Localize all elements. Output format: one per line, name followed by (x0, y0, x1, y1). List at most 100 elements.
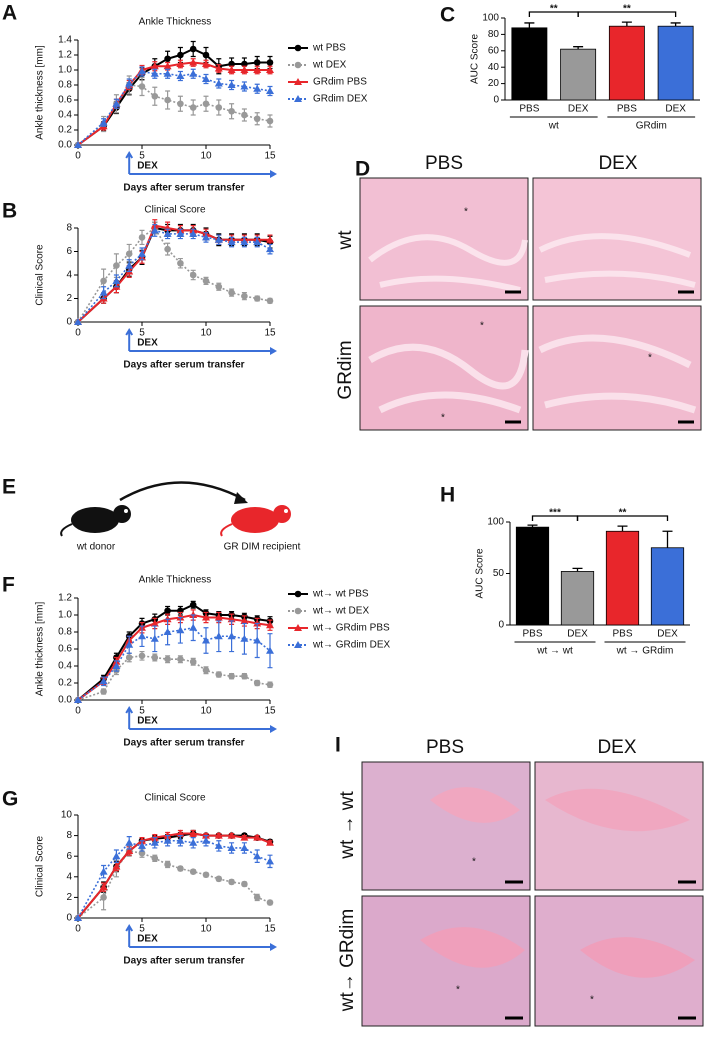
y-tick-label: 40 (488, 62, 500, 73)
series-line (77, 832, 271, 919)
y-tick-label: 0.0 (58, 695, 72, 706)
tissue-texture (368, 233, 696, 293)
bar (605, 530, 640, 626)
dex-arrow (125, 706, 270, 730)
panel-label: H (440, 484, 455, 507)
dex-label: DEX (137, 716, 158, 727)
y-tick-label: 1.2 (58, 593, 72, 604)
y-axis-label: AUC Score (475, 548, 486, 598)
panel-label: F (2, 574, 15, 597)
significance-label: ** (619, 508, 627, 519)
marker (150, 226, 159, 234)
transfer-arrow (119, 481, 246, 502)
x-tick-label: 5 (139, 151, 145, 162)
dex-arrow-head (270, 943, 277, 951)
marker (253, 295, 261, 302)
y-tick-label: 0 (66, 913, 72, 924)
row-label: GRdim (335, 340, 356, 399)
y-tick-label: 50 (493, 568, 505, 579)
marker (164, 861, 171, 868)
marker (74, 914, 82, 921)
asterisk: * (648, 353, 652, 364)
dex-label: DEX (137, 161, 158, 172)
y-tick-label: 0.2 (58, 678, 72, 689)
dex-arrow-head (270, 347, 277, 355)
marker (215, 283, 223, 291)
marker (100, 894, 107, 901)
marker (266, 621, 274, 629)
x-tick-label: 5 (139, 924, 145, 935)
marker (202, 613, 210, 621)
marker (150, 838, 159, 846)
marker (253, 852, 262, 860)
x-tick-label: 0 (75, 151, 81, 162)
dex-arrow (125, 151, 270, 175)
marker (150, 62, 159, 70)
marker (253, 636, 262, 644)
error-bar (573, 46, 584, 50)
y-tick-label: 60 (488, 45, 500, 56)
group-label: wt → wt (536, 646, 573, 657)
marker (138, 841, 146, 849)
marker (138, 83, 146, 90)
marker (241, 292, 248, 300)
marker (112, 276, 121, 284)
y-axis-label: Clinical Score (35, 835, 46, 897)
panel-label: G (2, 788, 18, 811)
histology-d: PBS DEX wt GRdim * * * * (335, 153, 702, 431)
marker (240, 634, 249, 642)
marker (202, 666, 210, 674)
marker (227, 843, 236, 851)
marker (214, 632, 223, 640)
y-tick-label: 10 (61, 810, 73, 821)
marker (202, 51, 210, 59)
column-label: DEX (597, 737, 636, 758)
dex-label: DEX (137, 338, 158, 349)
group-label: wt (548, 121, 559, 132)
y-tick-label: 8 (66, 223, 72, 234)
marker (294, 624, 302, 631)
x-tick-label: 15 (264, 924, 276, 935)
marker (202, 277, 210, 285)
marker (99, 677, 108, 685)
marker (266, 66, 274, 73)
x-tick-label: PBS (617, 104, 637, 115)
marker (138, 652, 146, 660)
marker (227, 632, 236, 640)
marker (253, 679, 261, 687)
arrow-head (234, 492, 248, 504)
marker (202, 871, 210, 879)
marker (266, 681, 274, 688)
bar (650, 547, 685, 626)
chart-title: Clinical Score (144, 793, 206, 804)
y-tick-label: 4 (66, 270, 72, 281)
histology-i: PBS DEX wt → wt wt→ GRdim * * * (337, 737, 704, 1027)
asterisk: * (464, 207, 468, 218)
marker (227, 238, 236, 246)
legend-label: wt→ GRdim DEX (312, 640, 391, 651)
marker (112, 862, 121, 870)
marker (164, 655, 171, 663)
marker (74, 696, 82, 703)
marker (241, 672, 248, 680)
marker (138, 234, 146, 241)
marker (266, 87, 274, 94)
marker (125, 654, 133, 661)
x-tick-label: 15 (264, 706, 276, 717)
marker (202, 60, 210, 67)
marker (214, 64, 223, 72)
marker (150, 619, 159, 627)
marker (215, 104, 223, 111)
scale-bar (505, 290, 694, 424)
marker (266, 59, 274, 66)
x-tick-label: DEX (665, 104, 686, 115)
x-tick-label: 0 (75, 328, 81, 339)
y-tick-label: 0.0 (58, 140, 72, 151)
panel-label: D (355, 158, 370, 181)
series-line (77, 70, 271, 146)
marker (176, 626, 185, 634)
asterisk: * (456, 985, 460, 996)
y-tick-label: 1.2 (58, 50, 72, 61)
marker (189, 601, 197, 609)
marker (189, 104, 197, 111)
